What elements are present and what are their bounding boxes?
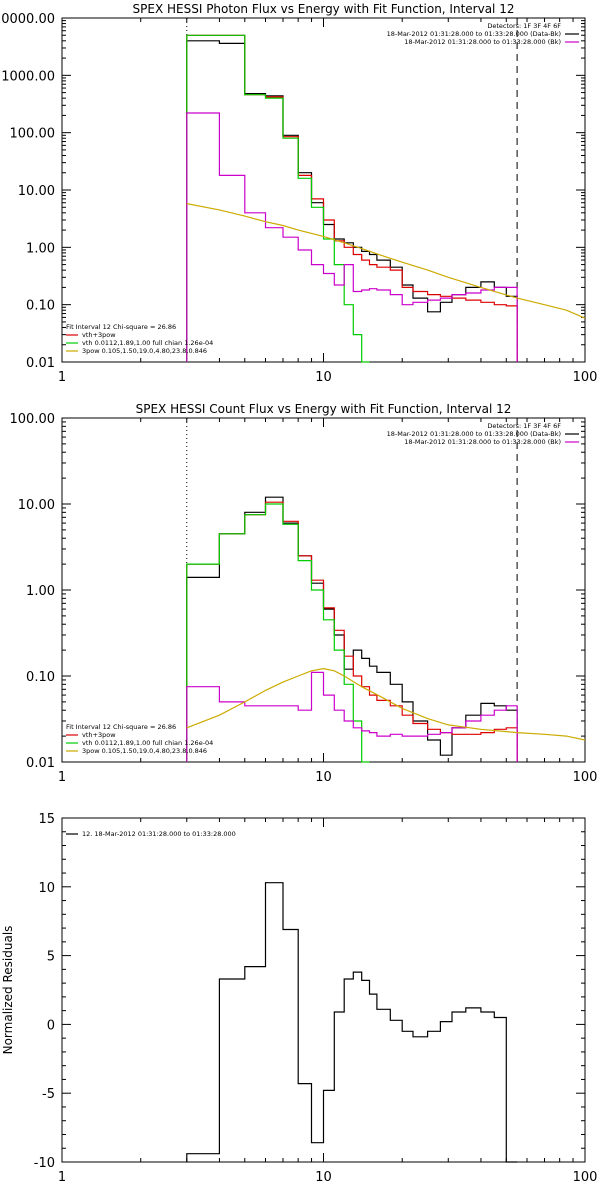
legend-left-entry: Fit Interval 12 Chi-square = 26.86 <box>66 323 176 331</box>
x-axis-ticks: 1 10 100 <box>58 818 598 1185</box>
legend-left-entry: vth+3pow <box>82 731 116 739</box>
legend-right-entry: 18-Mar-2012 01:31:28.000 to 01:33:28.000… <box>404 438 561 446</box>
y-tick-label: -5 <box>42 1087 55 1102</box>
series-bk <box>186 112 518 362</box>
x-axis-ticks: 1 10 100 <box>58 418 598 785</box>
x-tick-label: 10 <box>315 370 332 385</box>
x-tick-label: 1 <box>58 370 66 385</box>
y-tick-label: -10 <box>34 1156 55 1171</box>
y-tick-label: 100.00 <box>10 412 56 427</box>
y-tick-label: 0.10 <box>26 299 55 314</box>
x-tick-label: 10 <box>315 770 332 785</box>
legend-left-entry: 3pow 0.105,1.50,19.0,4.80,23.8,0.846 <box>82 347 207 355</box>
x-tick-label: 100 <box>573 770 598 785</box>
y-axis-label: Normalized Residuals <box>1 926 15 1055</box>
x-tick-label: 1 <box>58 1170 66 1185</box>
y-tick-label: 10000.00 <box>0 12 55 27</box>
y-tick-label: 100.00 <box>10 127 56 142</box>
y-tick-label: 1000.00 <box>1 69 55 84</box>
legend-right-entry: Detectors: 1F 3F 4F 6F <box>487 22 561 30</box>
y-tick-label: 0 <box>47 1018 55 1033</box>
series-data-bk <box>186 496 518 762</box>
x-tick-label: 100 <box>573 370 598 385</box>
y-tick-label: 15 <box>38 812 55 827</box>
y-axis-ticks: -10 -5 0 5 10 15 <box>34 812 585 1171</box>
series-vth <box>186 34 370 363</box>
series-bk <box>186 671 518 762</box>
legend-right-entry: 18-Mar-2012 01:31:28.000 to 01:33:28.000… <box>387 430 561 438</box>
y-tick-label: 10 <box>38 881 55 896</box>
legend-left-entry: vth+3pow <box>82 331 116 339</box>
chart-title: SPEX HESSI Photon Flux vs Energy with Fi… <box>133 2 515 16</box>
y-axis-ticks: 0.01 0.10 1.00 10.00 100.00 1000.00 10000.00 <box>0 12 585 371</box>
legend-left-entry: 3pow 0.105,1.50,19.0,4.80,23.8,0.846 <box>82 747 207 755</box>
legend-left-entry: 12. 18-Mar-2012 01:31:28.000 to 01:33:28… <box>82 830 236 838</box>
x-tick-label: 1 <box>58 770 66 785</box>
x-tick-label: 100 <box>573 1170 598 1185</box>
y-axis-ticks: 0.01 0.10 1.00 10.00 100.00 <box>10 412 585 771</box>
y-tick-label: 1.00 <box>26 241 55 256</box>
x-tick-label: 10 <box>315 1170 332 1185</box>
legend-left-entry: vth 0.0112,1.89,1.00 full chian 1.26e-04 <box>82 339 213 347</box>
curve-3pow <box>186 203 586 319</box>
y-tick-label: 1.00 <box>26 584 55 599</box>
legend-right-entry: 18-Mar-2012 01:31:28.000 to 01:33:28.000… <box>404 38 561 46</box>
series-vth <box>186 503 370 763</box>
legend-left-entry: Fit Interval 12 Chi-square = 26.86 <box>66 723 176 731</box>
x-axis-ticks: 1 10 100 <box>58 18 598 385</box>
chart-panel-1: SPEX HESSI Photon Flux vs Energy with Fi… <box>0 2 597 385</box>
chart-panel-3: Normalized Residuals 1 10 100 -10 -5 0 5 10 15 12.… <box>1 812 597 1185</box>
legend-left-entry: vth 0.0112,1.89,1.00 full chian 1.26e-04 <box>82 739 213 747</box>
series-vth-3pow <box>186 501 518 762</box>
y-tick-label: 10.00 <box>18 184 55 199</box>
y-tick-label: 10.00 <box>18 498 55 513</box>
legend-right-entry: Detectors: 1F 3F 4F 6F <box>487 422 561 430</box>
y-tick-label: 0.01 <box>26 356 55 371</box>
legend-right-entry: 18-Mar-2012 01:31:28.000 to 01:33:28.000… <box>387 30 561 38</box>
series-residuals <box>186 882 518 1163</box>
chart-title: SPEX HESSI Count Flux vs Energy with Fit… <box>136 402 512 416</box>
y-tick-label: 0.01 <box>26 756 55 771</box>
curve-3pow <box>186 667 586 741</box>
y-tick-label: 5 <box>47 950 55 965</box>
y-tick-label: 0.10 <box>26 670 55 685</box>
chart-panel-2: SPEX HESSI Count Flux vs Energy with Fit… <box>10 402 598 785</box>
